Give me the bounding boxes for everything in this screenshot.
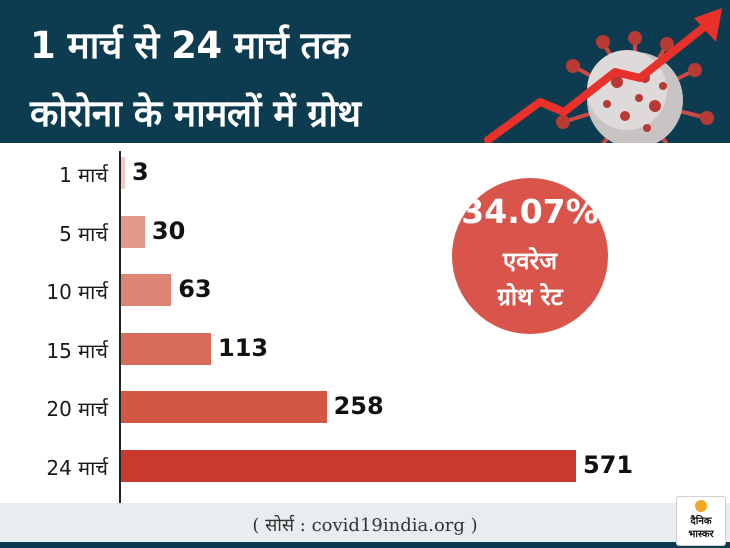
bar-value-label: 258 xyxy=(333,392,384,420)
brand-logo: दैनिक भास्कर xyxy=(676,496,726,546)
bar xyxy=(121,391,327,423)
bar xyxy=(121,332,212,365)
bar-value-label: 3 xyxy=(132,158,149,186)
bar-value-label: 30 xyxy=(151,216,186,245)
growth-rate-label-line-1: एवरेज xyxy=(502,247,558,275)
bar xyxy=(121,449,576,482)
growth-rate-label-line-2: ग्रोथ रेट xyxy=(497,283,563,311)
category-label: 1 मार्च xyxy=(59,163,108,187)
source-note: ( सोर्स : covid19india.org ) xyxy=(252,515,478,536)
bar xyxy=(121,157,125,189)
bar-value-label: 63 xyxy=(178,275,212,303)
chart-area: 1 मार्च 3 5 मार्च 30 10 मार्च 63 15 मार्च 113 20… xyxy=(0,143,730,503)
logo-text-line-1: दैनिक xyxy=(690,516,712,527)
virus-icon xyxy=(556,31,714,143)
category-label: 10 मार्च xyxy=(46,280,108,304)
title-line-2: कोरोना के मामलों में ग्रोथ xyxy=(30,92,361,135)
title-line-1: 1 मार्च से 24 मार्च तक xyxy=(30,24,350,67)
category-label: 15 मार्च xyxy=(46,338,108,363)
footer: ( सोर्स : covid19india.org ) xyxy=(0,503,730,548)
category-label: 20 मार्च xyxy=(46,397,108,421)
growth-rate-value: 34.07% xyxy=(461,192,599,231)
logo-sun-icon xyxy=(695,500,707,512)
logo-text-line-2: भास्कर xyxy=(688,529,714,540)
category-label: 24 मार्च xyxy=(46,455,108,480)
bar xyxy=(121,215,145,248)
bar xyxy=(121,274,172,306)
average-growth-badge: 34.07% एवरेज ग्रोथ रेट xyxy=(452,178,608,334)
category-axis-line xyxy=(119,151,121,503)
footer-bar xyxy=(0,542,730,548)
header: 1 मार्च से 24 मार्च तक कोरोना के मामलों … xyxy=(0,0,730,143)
category-label: 5 मार्च xyxy=(59,221,108,246)
bar-value-label: 571 xyxy=(583,450,634,479)
trend-arrow-icon xyxy=(484,8,722,143)
bar-value-label: 113 xyxy=(218,333,269,362)
